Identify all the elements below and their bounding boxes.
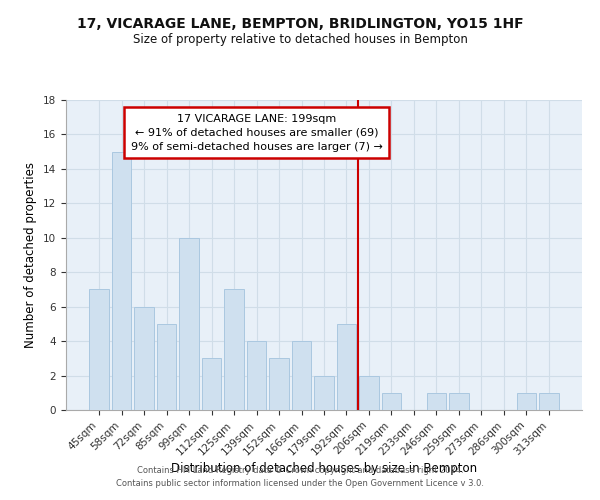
Bar: [449, 393, 469, 410]
Bar: [359, 376, 379, 410]
Text: Contains HM Land Registry data © Crown copyright and database right 2024.
Contai: Contains HM Land Registry data © Crown c…: [116, 466, 484, 487]
Bar: [179, 238, 199, 410]
Bar: [202, 358, 221, 410]
X-axis label: Distribution of detached houses by size in Bempton: Distribution of detached houses by size …: [171, 462, 477, 475]
Bar: [337, 324, 356, 410]
Y-axis label: Number of detached properties: Number of detached properties: [25, 162, 37, 348]
Bar: [517, 393, 536, 410]
Text: Size of property relative to detached houses in Bempton: Size of property relative to detached ho…: [133, 32, 467, 46]
Bar: [89, 290, 109, 410]
Bar: [157, 324, 176, 410]
Bar: [269, 358, 289, 410]
Text: 17 VICARAGE LANE: 199sqm
← 91% of detached houses are smaller (69)
9% of semi-de: 17 VICARAGE LANE: 199sqm ← 91% of detach…: [131, 114, 382, 152]
Text: 17, VICARAGE LANE, BEMPTON, BRIDLINGTON, YO15 1HF: 17, VICARAGE LANE, BEMPTON, BRIDLINGTON,…: [77, 18, 523, 32]
Bar: [314, 376, 334, 410]
Bar: [247, 341, 266, 410]
Bar: [382, 393, 401, 410]
Bar: [292, 341, 311, 410]
Bar: [134, 306, 154, 410]
Bar: [427, 393, 446, 410]
Bar: [112, 152, 131, 410]
Bar: [539, 393, 559, 410]
Bar: [224, 290, 244, 410]
